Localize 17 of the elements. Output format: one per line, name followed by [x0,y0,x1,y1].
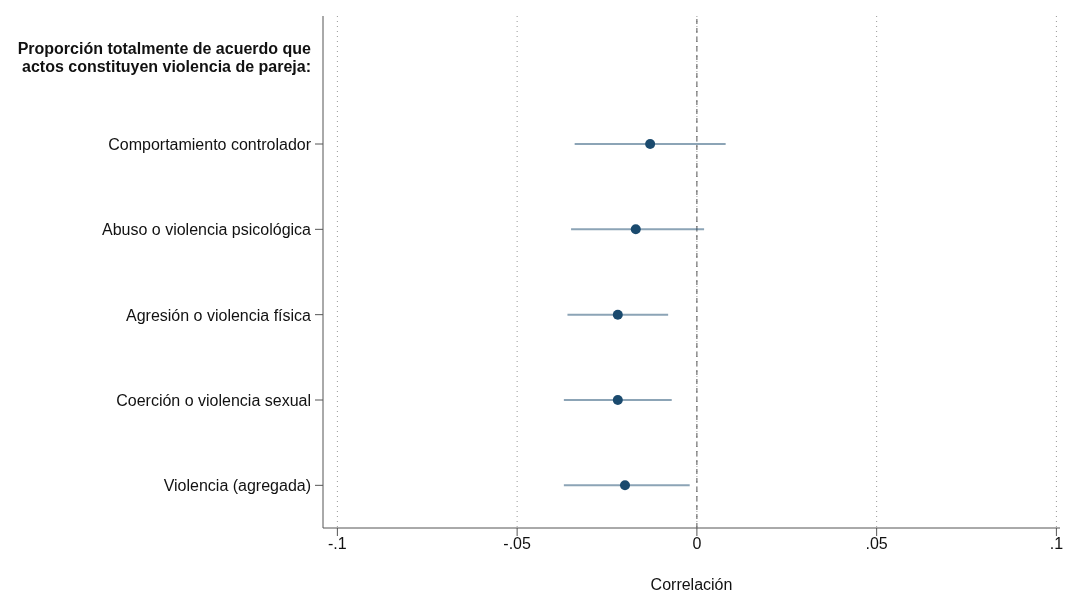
y-tick-label: Violencia (agregada) [163,476,311,494]
point [630,224,641,235]
point [612,395,623,405]
y-tick-label: Comportamiento controlador [108,135,312,153]
text: Proporción totalmente de acuerdo que actos constituyen violencia de pareja: [16,40,311,76]
point [612,309,623,320]
x-axis-title: Correlación [650,576,733,593]
y-tick-label: Coerción o violencia sexual [116,391,311,409]
x-tick-label: .05 [865,535,888,553]
x-tick-label: -.05 [503,535,532,553]
x-tick-label: 0 [692,535,702,553]
y-tick-label: Agresión o violencia física [126,306,312,324]
point [619,480,630,491]
y-tick-label: Abuso o violencia psicológica [101,220,312,238]
x-tick-label: -.1 [328,535,347,553]
point [645,139,656,149]
x-tick-label: .1 [1049,535,1064,553]
